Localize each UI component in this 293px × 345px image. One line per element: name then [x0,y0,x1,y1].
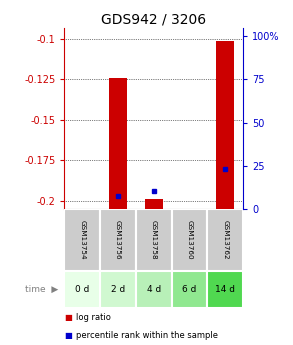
Text: 6 d: 6 d [182,285,197,294]
Text: GSM13758: GSM13758 [151,220,157,260]
Bar [100,209,136,271]
Bar [172,271,207,308]
Text: GSM13754: GSM13754 [79,220,85,260]
Text: GSM13762: GSM13762 [222,220,228,260]
Text: 2 d: 2 d [111,285,125,294]
Text: 14 d: 14 d [215,285,235,294]
Bar [64,271,100,308]
Bar [136,271,172,308]
Bar [207,271,243,308]
Text: GSM13760: GSM13760 [187,220,193,260]
Text: ■: ■ [64,331,72,340]
Bar [145,199,163,209]
Text: 0 d: 0 d [75,285,90,294]
Bar [216,41,234,209]
Text: time  ▶: time ▶ [25,285,59,294]
Text: percentile rank within the sample: percentile rank within the sample [76,331,218,340]
Text: ■: ■ [64,313,72,322]
Text: GSM13756: GSM13756 [115,220,121,260]
Text: log ratio: log ratio [76,313,111,322]
Bar [109,78,127,209]
Bar [172,209,207,271]
Bar [100,271,136,308]
Bar [207,209,243,271]
Text: 4 d: 4 d [147,285,161,294]
Title: GDS942 / 3206: GDS942 / 3206 [101,12,206,27]
Bar [64,209,100,271]
Bar [136,209,172,271]
